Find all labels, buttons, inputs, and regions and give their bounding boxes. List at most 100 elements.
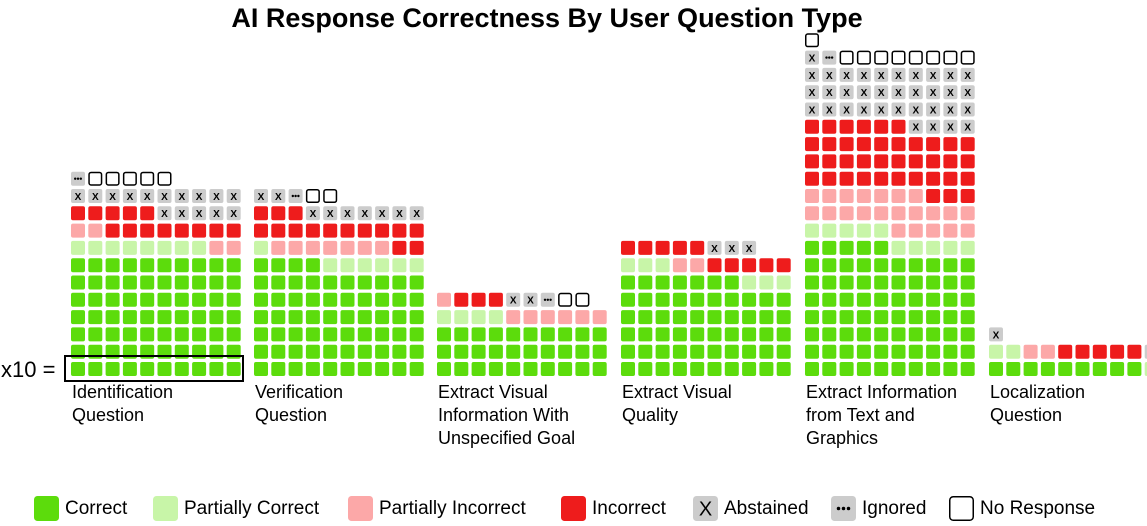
abstained-symbol: X [196,192,203,203]
waffle-square-partially-incorrect [839,206,854,221]
waffle-square-correct [776,292,791,307]
waffle-square-correct [71,310,85,325]
waffle-square-correct [874,362,889,376]
waffle-square-correct [323,327,338,342]
waffle-square-correct [960,292,975,307]
waffle-square-ignored [540,292,555,307]
waffle-square-partially-incorrect [540,310,555,325]
abstained-symbol: X [964,71,971,82]
waffle-square-incorrect [655,240,670,255]
waffle-square-correct [288,362,303,376]
waffle-square-abstained: X [926,67,941,82]
waffle-square-abstained: X [1144,344,1147,359]
waffle-square-incorrect [192,223,207,238]
waffle-square-incorrect [157,223,172,238]
waffle-square-no-response [839,50,854,65]
waffle-square-incorrect [105,206,120,221]
waffle-square-abstained: X [724,240,739,255]
waffle-square-correct [254,275,268,290]
waffle-square-correct [724,310,739,325]
abstained-symbol: X [809,71,816,82]
waffle-square-partially-incorrect [506,310,521,325]
abstained-symbol: X [861,88,868,99]
waffle-square-correct [226,292,241,307]
abstained-symbol: X [843,71,850,82]
waffle-square-correct [592,327,607,342]
abstained-symbol: X [826,88,833,99]
waffle-square-abstained: X [960,67,975,82]
waffle-square-correct [254,344,268,359]
waffle-square-correct [437,327,451,342]
waffle-square-abstained: X [908,67,923,82]
waffle-square-partially-correct [638,258,653,273]
ignored-dot [841,506,846,511]
waffle-square-correct [375,327,390,342]
waffle-square-correct [340,344,355,359]
waffle-square-correct [690,292,705,307]
waffle-square-partially-incorrect [856,206,871,221]
abstained-symbol: X [809,88,816,99]
waffle-square-abstained: X [707,240,722,255]
waffle-square-incorrect [891,119,906,134]
waffle-square-correct [174,292,189,307]
scale-key: x10 = [1,355,244,382]
waffle-square-incorrect [926,171,941,186]
ignored-dot [825,56,828,59]
waffle-square-ignored [71,171,85,186]
waffle-square-abstained: X [805,85,819,100]
waffle-square-correct [305,344,320,359]
waffle-square-incorrect [1058,344,1073,359]
waffle-square-correct [409,327,424,342]
waffle-square-partially-incorrect [960,223,975,238]
waffle-square-correct [409,344,424,359]
waffle-square-correct [822,344,837,359]
waffle-square-correct [822,258,837,273]
waffle-square-partially-correct [891,240,906,255]
waffle-square-correct [271,275,286,290]
waffle-square-abstained: X [157,206,172,221]
ignored-dot [74,177,77,180]
waffle-square-correct [776,344,791,359]
legend: Correct Partially Correct Partially Incorr… [34,496,1095,521]
waffle-square-incorrect [621,240,635,255]
waffle-square-abstained: X [226,206,241,221]
waffle-square-correct [392,327,407,342]
waffle-square-abstained: X [874,85,889,100]
waffle-square-correct [874,310,889,325]
waffle-square-partially-correct [989,344,1003,359]
waffle-square-partially-incorrect [805,189,819,203]
waffle-square-correct [960,275,975,290]
waffle-square-partially-correct [409,258,424,273]
legend-item-partially-incorrect: Partially Incorrect [348,496,526,521]
waffle-square-correct [856,327,871,342]
waffle-square-correct [88,310,103,325]
waffle-square-correct [655,292,670,307]
waffle-square-incorrect [742,258,757,273]
waffle-square-correct [655,327,670,342]
waffle-square-partially-incorrect [575,310,590,325]
waffle-square-correct [105,310,120,325]
waffle-square-no-response [943,50,958,65]
waffle-square-partially-incorrect [305,240,320,255]
waffle-square-correct [105,275,120,290]
waffle-square-incorrect [724,258,739,273]
waffle-square-correct [638,344,653,359]
waffle-square-abstained: X [192,189,207,203]
waffle-square-abstained: X [891,67,906,82]
waffle-square-correct [71,258,85,273]
waffle-square-abstained: X [805,102,819,117]
waffle-square-incorrect [822,154,837,169]
waffle-square-partially-correct [471,310,486,325]
waffle-square-partially-correct [1006,344,1021,359]
waffle-square-correct [88,275,103,290]
waffle-square-incorrect [874,119,889,134]
waffle-square-incorrect [943,189,958,203]
waffle-square-incorrect [805,171,819,186]
legend-item-ignored: Ignored [831,496,926,521]
waffle-square-correct [305,258,320,273]
waffle-square-correct [122,362,137,376]
waffle-square-incorrect [209,223,224,238]
waffle-square-correct [926,362,941,376]
waffle-square-incorrect [891,171,906,186]
